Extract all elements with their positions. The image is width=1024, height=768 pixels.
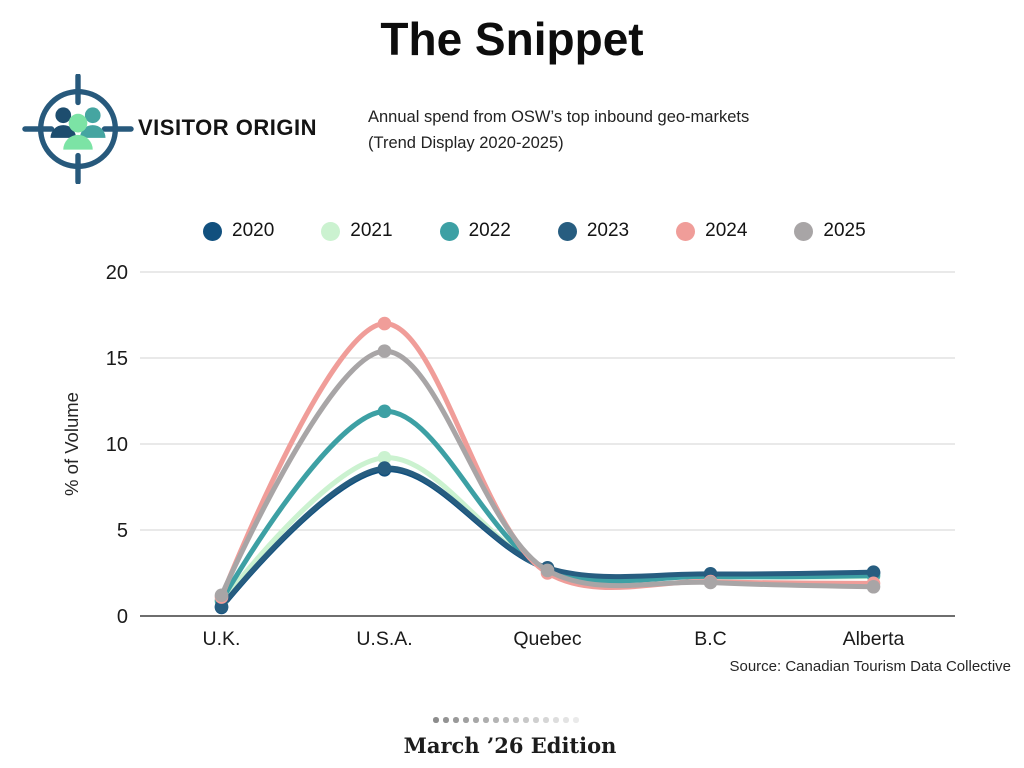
chart-legend: 2020 2021 2022 2023 2024 2025 <box>203 220 866 242</box>
legend-item-2021[interactable]: 2021 <box>321 220 393 242</box>
edition-label: March ’26 Edition <box>403 733 617 758</box>
data-point-2025-U.K. <box>214 588 229 603</box>
y-tick-label: 10 <box>106 434 128 456</box>
x-tick-label: Alberta <box>843 628 905 650</box>
person-center-icon <box>63 134 93 150</box>
carousel-dot[interactable] <box>473 717 479 723</box>
carousel-dot[interactable] <box>433 717 439 723</box>
carousel-dot[interactable] <box>533 717 539 723</box>
x-tick-label: U.S.A. <box>356 628 412 650</box>
legend-item-2022[interactable]: 2022 <box>439 220 511 242</box>
subtitle-line-1: Annual spend from OSW’s top inbound geo-… <box>368 108 750 126</box>
line-chart: 0 5 10 15 20 % of Volume U.K. U.S.A. Quebec B.C Al… <box>61 262 955 650</box>
data-point-2023-Alberta <box>866 565 881 579</box>
data-point-2025-B.C <box>703 575 718 590</box>
visitor-origin-target-people-icon <box>22 74 134 184</box>
source-note: Source: Canadian Tourism Data Collective <box>729 658 1011 675</box>
legend-label: 2021 <box>350 220 393 241</box>
page-title: The Snippet <box>380 13 644 65</box>
legend-dot-icon <box>794 221 814 241</box>
person-right-icon <box>79 125 106 138</box>
legend-dot-icon <box>557 221 577 241</box>
legend-item-2025[interactable]: 2025 <box>794 220 866 242</box>
legend-dot-icon <box>676 221 696 241</box>
visitor-origin-label: VISITOR ORIGIN <box>138 115 317 140</box>
legend-label: 2020 <box>232 220 275 241</box>
carousel-dots <box>0 717 1018 723</box>
data-point-2022-U.S.A. <box>377 404 392 419</box>
data-point-2025-Alberta <box>866 579 881 594</box>
subtitle-line-2: (Trend Display 2020-2025) <box>368 134 564 152</box>
data-point-2023-U.S.A. <box>377 461 392 475</box>
chart-subtitle: Annual spend from OSW’s top inbound geo-… <box>368 104 749 156</box>
data-point-2021-U.S.A. <box>377 450 392 465</box>
legend-item-2020[interactable]: 2020 <box>203 220 274 242</box>
person-center-icon <box>68 113 88 133</box>
carousel-dot[interactable] <box>443 717 449 723</box>
x-tick-label: B.C <box>694 628 727 650</box>
legend-label: 2022 <box>468 220 511 241</box>
person-left-icon <box>50 125 77 138</box>
legend-dot-icon <box>321 221 341 241</box>
carousel-dot[interactable] <box>563 717 569 723</box>
x-tick-label: Quebec <box>513 628 582 650</box>
carousel-dot[interactable] <box>483 717 489 723</box>
y-tick-label: 0 <box>117 606 128 628</box>
carousel-dot[interactable] <box>553 717 559 723</box>
person-right-icon <box>84 107 101 124</box>
y-tick-label: 20 <box>106 262 128 284</box>
carousel-dot[interactable] <box>503 717 509 723</box>
carousel-dot[interactable] <box>523 717 529 723</box>
carousel-dot[interactable] <box>493 717 499 723</box>
carousel-dot[interactable] <box>573 717 579 723</box>
legend-label: 2025 <box>823 220 866 241</box>
y-tick-label: 15 <box>106 348 128 370</box>
data-point-2025-U.S.A. <box>377 344 392 358</box>
carousel-dot[interactable] <box>543 717 549 723</box>
person-left-icon <box>55 107 72 124</box>
carousel-dot[interactable] <box>513 717 519 723</box>
legend-item-2023[interactable]: 2023 <box>557 220 630 242</box>
legend-label: 2024 <box>705 220 748 241</box>
y-tick-label: 5 <box>117 520 128 542</box>
x-tick-label: U.K. <box>203 628 241 650</box>
carousel-dot[interactable] <box>463 717 469 723</box>
data-point-2024-U.S.A. <box>377 316 392 331</box>
legend-label: 2023 <box>586 220 630 241</box>
legend-dot-icon <box>439 221 459 241</box>
data-point-2025-Quebec <box>540 563 555 578</box>
legend-item-2024[interactable]: 2024 <box>676 220 747 242</box>
series-line-2025 <box>219 348 876 598</box>
y-axis-title: % of Volume <box>61 392 82 496</box>
data-point-2023-U.K. <box>214 599 229 614</box>
carousel-dot[interactable] <box>453 717 459 723</box>
legend-dot-icon <box>203 221 222 241</box>
